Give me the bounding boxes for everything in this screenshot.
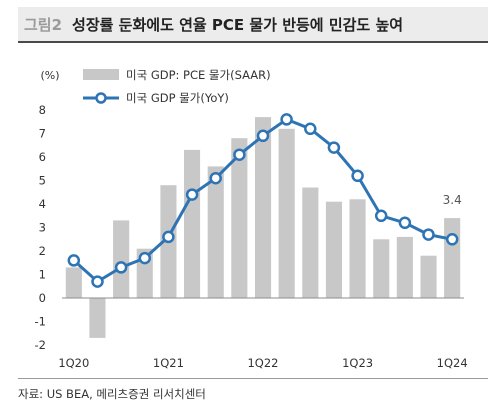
legend-swatch-bar: [83, 69, 119, 80]
bar-pce-4Q22: [325, 201, 342, 298]
bar-pce-3Q20: [113, 220, 130, 298]
point-gdp-yoy-2Q22: [280, 113, 293, 126]
bar-pce-3Q22: [302, 187, 319, 298]
y-tick-label: 0: [39, 291, 46, 305]
bar-pce-3Q21: [207, 166, 224, 298]
bottom-rule: [18, 378, 488, 379]
bar-pce-4Q21: [231, 138, 248, 298]
y-axis-unit-label: (%): [40, 69, 59, 82]
y-tick-label: 1: [39, 268, 46, 282]
x-tick-label: 1Q23: [342, 356, 373, 370]
point-gdp-yoy-3Q23: [398, 216, 412, 230]
x-tick-label: 1Q22: [247, 356, 278, 370]
point-gdp-yoy-4Q20: [138, 251, 152, 265]
point-gdp-yoy-2Q21: [185, 188, 199, 201]
bar-pce-1Q23: [349, 199, 366, 298]
bar-pce-4Q23: [420, 255, 437, 298]
point-gdp-yoy-4Q22: [327, 141, 341, 154]
bar-pce-1Q24: [444, 218, 461, 298]
point-gdp-yoy-3Q21: [209, 171, 222, 185]
legend-label-line: 미국 GDP 물가(YoY): [126, 91, 229, 105]
point-gdp-yoy-3Q20: [114, 261, 128, 274]
y-tick-label: 6: [39, 150, 46, 164]
point-gdp-yoy-2Q23: [374, 209, 388, 223]
bar-pce-2Q21: [184, 149, 201, 298]
figure-label: 그림2: [24, 15, 63, 34]
point-gdp-yoy-3Q22: [304, 122, 317, 136]
x-tick-label: 1Q21: [153, 356, 184, 370]
point-gdp-yoy-1Q22: [256, 129, 270, 143]
point-gdp-yoy-1Q24: [445, 233, 459, 246]
y-tick-label: -2: [35, 338, 46, 352]
bar-pce-1Q20: [65, 267, 82, 298]
legend-label-bar: 미국 GDP: PCE 물가(SAAR): [126, 68, 271, 82]
y-tick-label: 2: [39, 244, 46, 258]
bar-pce-2Q22: [278, 128, 295, 298]
chart-title: 성장률 둔화에도 연율 PCE 물가 반등에 민감도 높여: [72, 15, 404, 34]
point-gdp-yoy-4Q21: [233, 148, 246, 161]
data-label: 3.4: [443, 193, 462, 207]
y-tick-label: 4: [39, 197, 46, 211]
x-tick-label: 1Q20: [58, 356, 89, 370]
bar-pce-1Q22: [255, 117, 272, 298]
point-gdp-yoy-1Q20: [67, 254, 81, 267]
bar-pce-2Q23: [373, 239, 390, 299]
title-bar: 그림2 성장률 둔화에도 연율 PCE 물가 반등에 민감도 높여: [18, 7, 488, 41]
y-tick-label: -1: [35, 315, 46, 329]
point-gdp-yoy-1Q23: [351, 169, 364, 183]
bar-pce-3Q23: [396, 236, 413, 298]
y-tick-label: 7: [39, 127, 46, 141]
title-rule: [18, 41, 488, 43]
point-gdp-yoy-4Q23: [422, 228, 435, 241]
legend-swatch-marker: [95, 92, 107, 104]
point-gdp-yoy-1Q21: [162, 230, 175, 244]
source-note: 자료: US BEA, 메리츠증권 리서치센터: [18, 387, 206, 401]
bar-pce-2Q20: [89, 298, 106, 338]
y-tick-label: 8: [39, 103, 46, 117]
x-tick-label: 1Q24: [437, 356, 468, 370]
point-gdp-yoy-2Q20: [91, 275, 104, 288]
y-tick-label: 3: [39, 221, 46, 235]
y-tick-label: 5: [39, 174, 46, 188]
